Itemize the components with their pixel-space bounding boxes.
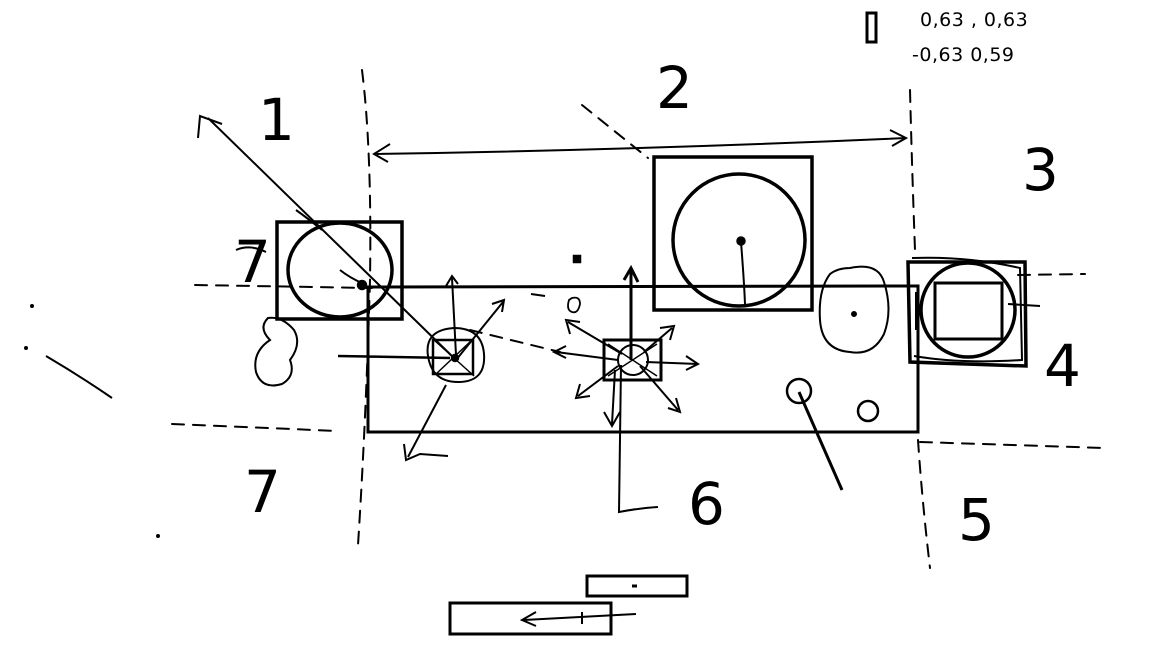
divider-diagonal-middle (469, 329, 561, 353)
machine-right-inner-square (933, 281, 1004, 341)
zone-label-7-bottom: 7 (244, 458, 281, 526)
bottom-bar-upper (585, 574, 689, 598)
zone-dividers (171, 69, 1106, 569)
stray-strokes (24, 304, 160, 538)
divider-horizontal-bottom-left (171, 423, 339, 432)
coordinate-line-1: 0,63 , 0,63 (920, 9, 1028, 31)
machine-right-frame (906, 260, 1028, 368)
divider-vertical-right (909, 89, 916, 251)
bottom-bar-arrow (519, 611, 637, 627)
arrow-nw (564, 318, 623, 355)
blob-right-dot (851, 311, 857, 317)
machine-large-stem (740, 241, 746, 305)
divider-vertical-right-lower (917, 439, 931, 569)
robot-left-head (426, 326, 486, 384)
coordinate-line-2: -0,63 0,59 (912, 44, 1015, 66)
dot-far-left-2 (30, 304, 34, 308)
machine-right-frame-echo (911, 256, 1024, 363)
marker-small-oval (567, 296, 581, 314)
marker-center-dot-left (356, 279, 368, 291)
stroke-far-left (45, 355, 113, 399)
robot-middle-arrows (551, 264, 700, 514)
machine-large-circle (671, 172, 807, 308)
divider-diagonal-top (581, 104, 649, 159)
zone-label-7-left: 7 (234, 228, 271, 296)
dot-far-left-1 (24, 346, 28, 350)
arrow-sw (574, 365, 619, 400)
main-table-outline (366, 284, 920, 434)
arrow-diagonal-nw (197, 114, 457, 361)
arrow-top-left-stub (235, 209, 323, 253)
marker-square-dot (572, 254, 582, 264)
zone-label-5: 5 (958, 486, 995, 554)
divider-horizontal-right (1017, 273, 1086, 276)
blobs (254, 265, 890, 387)
divider-horizontal-left (194, 284, 373, 289)
marker-center-dot-robot (450, 353, 460, 363)
arrow-e (645, 355, 700, 371)
long-arrows (197, 114, 909, 491)
marker-dash (530, 293, 546, 297)
markers (356, 254, 880, 423)
bottom-bar-lower (448, 601, 613, 636)
machine-right-circle (919, 261, 1017, 359)
robot-left-arrow-w (337, 342, 451, 378)
robot-left-arrow-ne (455, 298, 506, 361)
blob-left (254, 316, 299, 387)
pointer-line (797, 391, 844, 491)
dot-far-left-3 (156, 534, 160, 538)
machine-top-left-circle (286, 221, 394, 319)
arrow-down-long (617, 364, 659, 514)
arrow-top-span (372, 129, 909, 163)
zone-label-3: 3 (1022, 136, 1059, 204)
arrow-ne (643, 324, 676, 353)
blob-right (818, 265, 890, 354)
machine-large (652, 155, 814, 312)
machine-top-left (275, 220, 404, 321)
zone-label-1: 1 (258, 86, 295, 154)
zone-label-6: 6 (688, 470, 725, 538)
bottom-bars (448, 574, 689, 636)
machine-right-bracket (915, 292, 1041, 330)
machine-top-left-frame (275, 220, 404, 321)
arrow-se (639, 365, 682, 414)
main-table (366, 284, 920, 434)
marker-circle-large (785, 377, 813, 405)
legend-marker-box (865, 11, 878, 44)
arrow-up-long (622, 264, 640, 360)
machine-right (906, 256, 1041, 368)
divider-vertical-left (357, 69, 372, 546)
arrow-s (603, 369, 621, 429)
arrow-w (551, 345, 619, 361)
robot-left-arrow-up (445, 274, 459, 356)
zone-label-4: 4 (1044, 332, 1081, 400)
machine-large-frame (652, 155, 814, 312)
divider-horizontal-bottom-right (919, 441, 1106, 449)
robot-left-arrow-down (403, 384, 449, 462)
marker-circle-small (856, 399, 880, 423)
zone-label-2: 2 (656, 54, 693, 122)
